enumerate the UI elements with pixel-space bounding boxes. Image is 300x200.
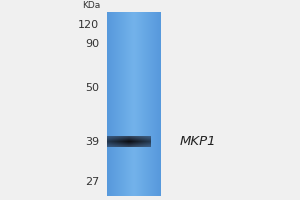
Text: 120: 120 <box>78 20 99 30</box>
Text: 50: 50 <box>85 83 99 93</box>
Text: KDa: KDa <box>82 1 100 10</box>
Text: MKP1: MKP1 <box>180 135 217 148</box>
Text: 90: 90 <box>85 39 99 49</box>
Text: 39: 39 <box>85 137 99 147</box>
Text: 27: 27 <box>85 177 99 187</box>
